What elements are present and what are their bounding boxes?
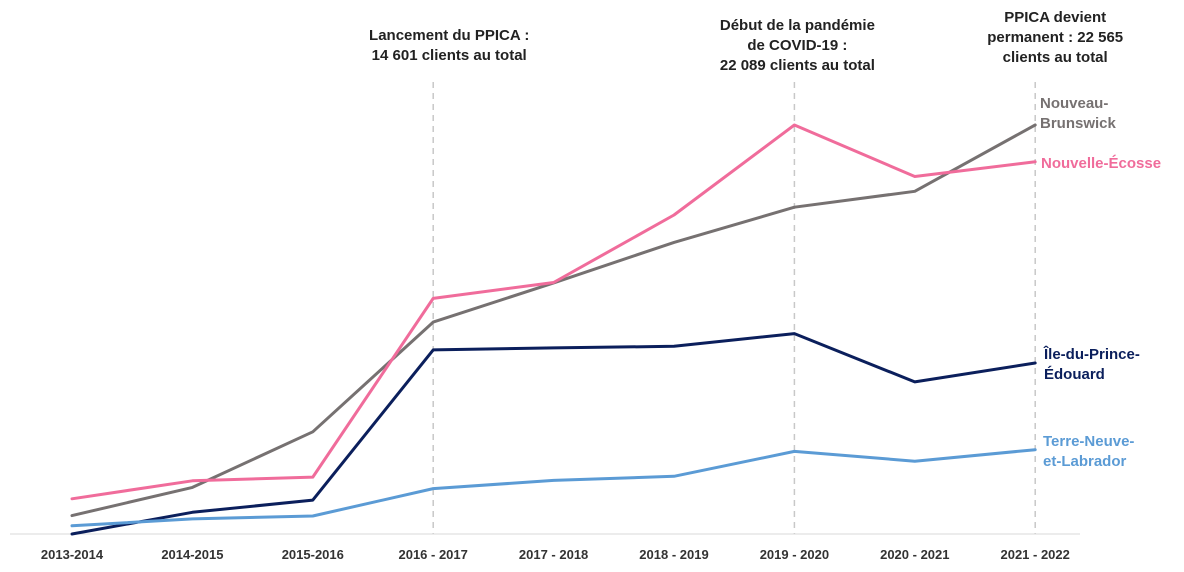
series-label-nouveau-brunswick: Brunswick <box>1040 115 1117 132</box>
annotations: Lancement du PPICA : 14 601 clients au to… <box>369 9 1123 74</box>
series-label-ile-du-prince-edouard: Île-du-Prince- <box>1043 345 1140 363</box>
series-line-ile-du-prince-edouard <box>70 332 1037 536</box>
series-lines <box>70 123 1037 536</box>
series-label-terre-neuve-et-labrador: Terre-Neuve- <box>1043 433 1134 450</box>
annotation-text: 22 089 clients au total <box>720 57 875 74</box>
x-tick-label: 2019 - 2020 <box>760 547 829 562</box>
series-labels: Nouveau- Brunswick Nouvelle-Écosse Île-du-P… <box>1040 95 1161 470</box>
x-tick-label: 2013-2014 <box>41 547 104 562</box>
series-label-nouveau-brunswick: Nouveau- <box>1040 95 1108 112</box>
x-tick-label: 2017 - 2018 <box>519 547 588 562</box>
x-tick-label: 2015-2016 <box>282 547 344 562</box>
x-axis-tick-labels: 2013-2014 2014-2015 2015-2016 2016 - 2017 20… <box>41 547 1070 562</box>
x-tick-label: 2018 - 2019 <box>639 547 708 562</box>
x-tick-label: 2014-2015 <box>161 547 223 562</box>
annotation-text: permanent : 22 565 <box>987 29 1123 46</box>
annotation-text: clients au total <box>1003 49 1108 66</box>
annotation-guides <box>432 82 1036 534</box>
annotation-text: de COVID-19 : <box>747 37 847 54</box>
annotation-text: Lancement du PPICA : <box>369 27 529 44</box>
series-line-nouvelle-ecosse <box>70 123 1037 501</box>
series-line-nouveau-brunswick <box>70 123 1037 518</box>
series-line-terre-neuve-et-labrador <box>70 448 1037 528</box>
annotation-text: Début de la pandémie <box>720 17 875 34</box>
x-tick-label: 2020 - 2021 <box>880 547 949 562</box>
annotation-text: PPICA devient <box>1004 9 1106 26</box>
x-tick-label: 2016 - 2017 <box>398 547 467 562</box>
series-label-ile-du-prince-edouard: Édouard <box>1044 366 1105 383</box>
series-label-nouvelle-ecosse: Nouvelle-Écosse <box>1041 155 1161 172</box>
x-tick-label: 2021 - 2022 <box>1000 547 1069 562</box>
annotation-text: 14 601 clients au total <box>372 47 527 64</box>
series-label-terre-neuve-et-labrador: et-Labrador <box>1043 453 1127 470</box>
